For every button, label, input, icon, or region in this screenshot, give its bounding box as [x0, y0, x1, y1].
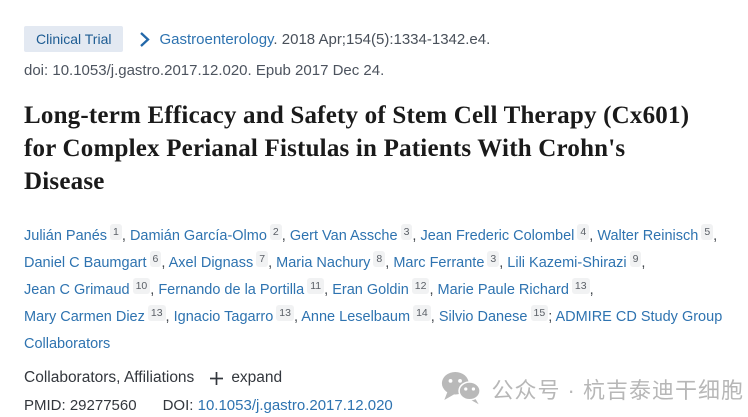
- author-separator: ,: [385, 255, 394, 271]
- author-separator: ,: [430, 309, 439, 325]
- author-link[interactable]: Jean Frederic Colombel: [420, 228, 575, 244]
- pmid-group: PMID: 29277560: [24, 397, 137, 414]
- author-link[interactable]: Anne Leselbaum: [301, 309, 411, 325]
- author-link[interactable]: Fernando de la Portilla: [158, 282, 305, 298]
- wechat-icon: [440, 370, 482, 407]
- watermark-text: 公众号 · 杭吉泰迪干细胞: [491, 377, 744, 403]
- affiliation-superscript: 1: [110, 224, 122, 240]
- author-link[interactable]: Silvio Danese: [438, 309, 528, 325]
- author: Walter Reinisch 5: [597, 224, 714, 244]
- author: Marie Paule Richard 13: [437, 278, 590, 298]
- identifiers-row: PMID: 29277560 DOI: 10.1053/j.gastro.2017…: [24, 397, 724, 414]
- author-link[interactable]: Marie Paule Richard: [437, 282, 569, 298]
- affiliation-superscript: 11: [307, 278, 325, 294]
- author-link[interactable]: Eran Goldin: [332, 282, 409, 298]
- doi-label: DOI:: [162, 397, 194, 414]
- author-separator: ,: [713, 228, 718, 244]
- doi-link[interactable]: 10.1053/j.gastro.2017.12.020: [197, 397, 393, 414]
- expand-button[interactable]: expand: [209, 369, 282, 387]
- affiliation-superscript: 4: [577, 224, 590, 240]
- author-separator: ,: [281, 228, 290, 244]
- author: Daniel C Baumgart 6: [24, 251, 162, 271]
- affiliation-superscript: 12: [411, 278, 430, 294]
- author: Marc Ferrante 3: [393, 251, 500, 271]
- author-link[interactable]: Damián García-Olmo: [129, 228, 267, 244]
- affiliation-superscript: 13: [147, 305, 166, 321]
- author-separator: ,: [589, 282, 594, 298]
- author: Anne Leselbaum 14: [301, 305, 431, 325]
- affiliation-superscript: 5: [701, 224, 714, 240]
- affiliation-superscript: 3: [400, 224, 413, 240]
- author-link[interactable]: Ignacio Tagarro: [173, 309, 274, 325]
- author: Julián Panés 1: [24, 224, 122, 244]
- author-separator: ,: [165, 309, 174, 325]
- citation-row: Clinical Trial Gastroenterology. 2018 Ap…: [24, 26, 724, 52]
- wechat-watermark: 公众号 · 杭吉泰迪干细胞: [440, 370, 744, 407]
- author-link[interactable]: Walter Reinisch: [597, 228, 699, 244]
- author-link[interactable]: Gert Van Assche: [289, 228, 398, 244]
- doi-group: DOI: 10.1053/j.gastro.2017.12.020: [163, 397, 393, 414]
- author-separator: ,: [293, 309, 302, 325]
- author-link[interactable]: Maria Nachury: [276, 255, 371, 271]
- author: Lili Kazemi-Shirazi 9: [507, 251, 642, 271]
- collaborators-affiliations-label: Collaborators, Affiliations: [24, 369, 195, 386]
- collaborators-affiliations-row: Collaborators, Affiliations expand: [24, 369, 724, 387]
- author-separator: ,: [589, 228, 598, 244]
- author-separator: ,: [499, 255, 508, 271]
- affiliation-superscript: 8: [373, 251, 386, 267]
- author: Jean Frederic Colombel 4: [420, 224, 590, 244]
- author-separator: ,: [150, 282, 159, 298]
- author-link[interactable]: Lili Kazemi-Shirazi: [507, 255, 627, 271]
- author: Gert Van Assche 3: [289, 224, 413, 244]
- affiliation-superscript: 3: [487, 251, 500, 267]
- author-link[interactable]: Daniel C Baumgart: [24, 255, 147, 271]
- author: Ignacio Tagarro 13: [173, 305, 294, 325]
- doi-epub-line: doi: 10.1053/j.gastro.2017.12.020. Epub …: [24, 62, 385, 79]
- affiliation-superscript: 10: [132, 278, 151, 294]
- author: Eran Goldin 12: [332, 278, 430, 298]
- author-link[interactable]: Julián Panés: [24, 228, 108, 244]
- author: Jean C Grimaud 10: [24, 278, 151, 298]
- citation-text: . 2018 Apr;154(5):1334-1342.e4.: [273, 30, 491, 48]
- author-link[interactable]: Axel Dignass: [168, 255, 254, 271]
- author-link[interactable]: Jean C Grimaud: [24, 282, 130, 298]
- author: Damián García-Olmo 2: [129, 224, 282, 244]
- expand-label: expand: [231, 369, 283, 386]
- author-separator: ,: [268, 255, 277, 271]
- affiliation-superscript: 9: [629, 251, 642, 267]
- author-separator: ,: [324, 282, 333, 298]
- author: Axel Dignass 7: [168, 251, 269, 271]
- pmid-value: 29277560: [69, 397, 137, 414]
- journal-link[interactable]: Gastroenterology: [159, 30, 274, 48]
- author: Maria Nachury 8: [276, 251, 386, 271]
- affiliation-superscript: 2: [269, 224, 282, 240]
- author-separator: ,: [412, 228, 421, 244]
- author-separator: ,: [429, 282, 438, 298]
- article-title: Long-term Efficacy and Safety of Stem Ce…: [24, 102, 690, 195]
- author: Mary Carmen Diez 13: [24, 305, 166, 325]
- affiliation-superscript: 15: [530, 305, 549, 321]
- chevron-right-icon: [139, 31, 151, 48]
- author-separator: ,: [641, 255, 646, 271]
- affiliation-superscript: 6: [149, 251, 162, 267]
- affiliation-superscript: 14: [413, 305, 431, 321]
- affiliation-superscript: 13: [276, 305, 294, 321]
- authors-list: Julián Panés 1, Damián García-Olmo 2, Gert…: [24, 223, 734, 358]
- pmid-label: PMID:: [24, 397, 66, 414]
- collaborator-group-link[interactable]: ADMIRE CD Study Group Collaborators: [24, 309, 723, 352]
- author-link[interactable]: Marc Ferrante: [393, 255, 485, 271]
- author-separator: ,: [161, 255, 169, 271]
- journal-citation: Gastroenterology. 2018 Apr;154(5):1334-1…: [159, 31, 490, 48]
- author: Fernando de la Portilla 11: [158, 278, 325, 298]
- affiliation-superscript: 7: [256, 251, 269, 267]
- author-link[interactable]: Mary Carmen Diez: [24, 309, 145, 325]
- affiliation-superscript: 13: [571, 278, 590, 294]
- plus-icon: [209, 371, 224, 386]
- author-separator: ,: [121, 228, 130, 244]
- publication-type-badge: Clinical Trial: [24, 26, 124, 52]
- author-separator: ;: [548, 309, 556, 325]
- author: Silvio Danese 15: [438, 305, 549, 325]
